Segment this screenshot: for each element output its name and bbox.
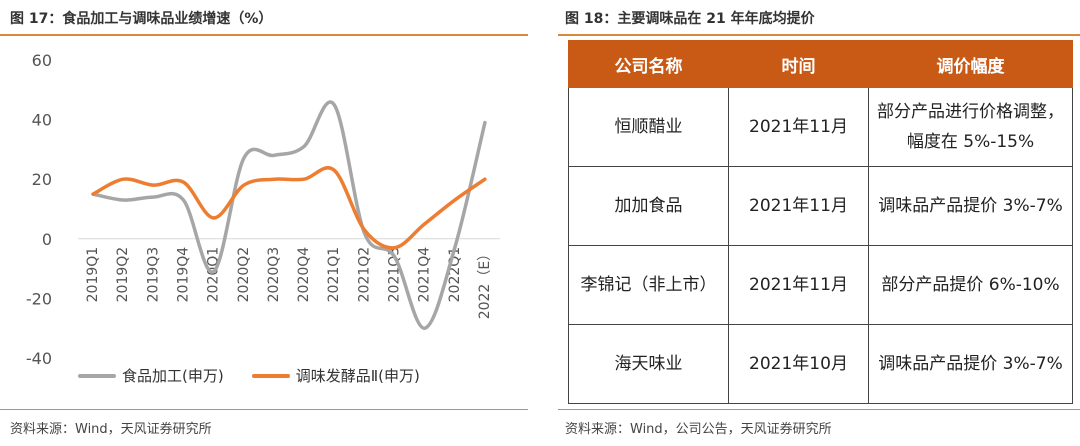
cell-range: 调味品产品提价 3%-7% xyxy=(868,166,1073,246)
bottom-rule xyxy=(558,409,1080,410)
x-tick-label: 2022（E） xyxy=(477,247,493,319)
top-rule xyxy=(558,34,1080,36)
cell-time: 2021年10月 xyxy=(728,324,869,404)
bottom-rule xyxy=(0,409,528,410)
x-tick-label: 2021Q3 xyxy=(387,247,403,303)
header-time: 时间 xyxy=(728,40,869,88)
cell-range: 调味品产品提价 3%-7% xyxy=(868,324,1073,404)
table-title: 图 18：主要调味品在 21 年年底均提价 xyxy=(565,11,815,27)
table-header-row: 公司名称 时间 调价幅度 xyxy=(568,40,1073,88)
y-tick-label: 60 xyxy=(32,51,52,70)
cell-time: 2021年11月 xyxy=(728,166,869,246)
cell-range: 部分产品进行价格调整，幅度在 5%-15% xyxy=(868,87,1073,167)
right-figure: 图 18：主要调味品在 21 年年底均提价 公司名称 时间 调价幅度 恒顺醋业 … xyxy=(558,0,1080,446)
legend-swatch-food xyxy=(78,373,116,378)
y-tick-label: -20 xyxy=(26,289,52,308)
table-row: 加加食品 2021年11月 调味品产品提价 3%-7% xyxy=(568,166,1073,246)
series-line-food xyxy=(91,100,487,330)
x-tick-label: 2020Q4 xyxy=(296,247,312,303)
y-tick-label: 40 xyxy=(32,111,52,130)
cell-company: 恒顺醋业 xyxy=(568,87,729,167)
left-figure: 图 17：食品加工与调味品业绩增速（%） 60 40 20 0 -20 -40 2019Q1… xyxy=(0,0,528,446)
legend-label-food: 食品加工(申万) xyxy=(122,367,224,385)
y-tick-label: 20 xyxy=(32,170,52,189)
x-tick-label: 2021Q1 xyxy=(326,247,342,303)
legend-swatch-seasoning xyxy=(251,373,290,378)
legend-label-seasoning: 调味发酵品Ⅱ(申万) xyxy=(295,367,420,385)
x-tick-label: 2020Q2 xyxy=(236,247,252,303)
legend-item-seasoning: 调味发酵品Ⅱ(申万) xyxy=(251,365,420,386)
legend-item-food: 食品加工(申万) xyxy=(78,365,224,386)
chart-legend: 食品加工(申万) 调味发酵品Ⅱ(申万) xyxy=(78,365,420,386)
y-tick-label: 0 xyxy=(42,230,52,249)
x-tick-label: 2021Q2 xyxy=(356,247,372,303)
table-row: 恒顺醋业 2021年11月 部分产品进行价格调整，幅度在 5%-15% xyxy=(568,87,1073,167)
y-tick-label: -40 xyxy=(26,349,52,368)
table-source: 资料来源：Wind，公司公告，天风证券研究所 xyxy=(565,422,832,437)
cell-time: 2021年11月 xyxy=(728,87,869,167)
table-row: 李锦记（非上市） 2021年11月 部分产品提价 6%-10% xyxy=(568,245,1073,325)
cell-range: 部分产品提价 6%-10% xyxy=(868,245,1073,325)
chart-source: 资料来源：Wind，天风证券研究所 xyxy=(10,422,212,437)
cell-company: 李锦记（非上市） xyxy=(568,245,729,325)
line-chart: 60 40 20 0 -20 -40 2019Q1 2019Q2 2019Q3 2019Q4 202… xyxy=(26,51,500,368)
cell-company: 海天味业 xyxy=(568,324,729,404)
x-tick-label: 2019Q2 xyxy=(115,247,131,303)
x-tick-label: 2019Q3 xyxy=(145,247,161,303)
top-rule xyxy=(0,34,528,36)
price-table: 公司名称 时间 调价幅度 恒顺醋业 2021年11月 部分产品进行价格调整，幅度… xyxy=(568,40,1073,404)
header-company: 公司名称 xyxy=(568,40,729,88)
series-line-seasoning xyxy=(91,166,487,250)
header-range: 调价幅度 xyxy=(868,40,1073,88)
table-row: 海天味业 2021年10月 调味品产品提价 3%-7% xyxy=(568,324,1073,404)
x-tick-label: 2019Q4 xyxy=(176,247,192,303)
x-tick-label: 2019Q1 xyxy=(85,247,101,303)
x-tick-label: 2021Q4 xyxy=(417,247,433,303)
x-tick-label: 2020Q3 xyxy=(266,247,282,303)
chart-title: 图 17：食品加工与调味品业绩增速（%） xyxy=(10,11,273,27)
cell-time: 2021年11月 xyxy=(728,245,869,325)
x-tick-label: 2022Q1 xyxy=(447,247,463,303)
cell-company: 加加食品 xyxy=(568,166,729,246)
